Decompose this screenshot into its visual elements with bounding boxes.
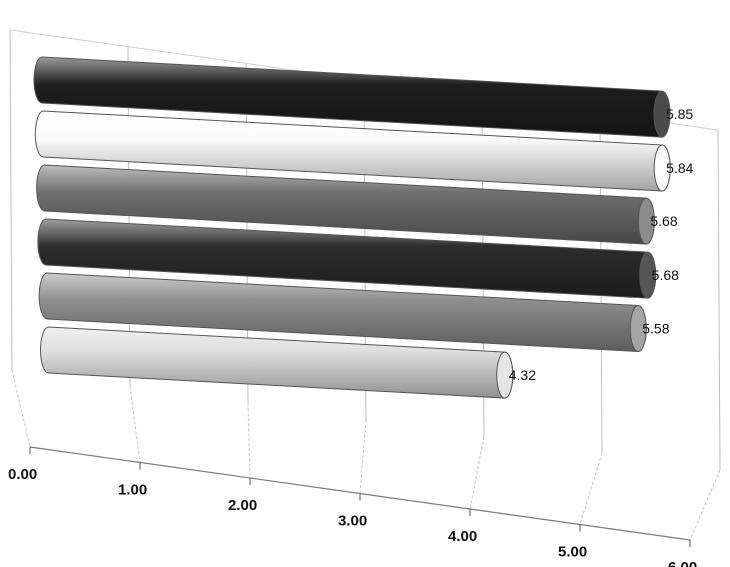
bar-end-cap (637, 197, 655, 245)
floor-gridline (11, 369, 31, 448)
tick-label: 0.00 (8, 466, 37, 483)
floor-gridline (579, 453, 603, 525)
data-label: 5.68 (652, 267, 679, 283)
gridline-vertical (9, 29, 13, 371)
floor-gridline (359, 419, 367, 494)
data-label: 4.32 (509, 367, 536, 383)
floor-gridline (129, 386, 141, 463)
floor-gridline (689, 469, 721, 541)
bar-end-cap (653, 90, 671, 138)
tick-label: 3.00 (338, 513, 367, 530)
data-label: 5.68 (650, 213, 677, 229)
gridline-vertical (717, 129, 721, 471)
bar-end-cap (496, 351, 514, 399)
tick-label: 2.00 (228, 497, 257, 514)
tick-label: 6.00 (668, 559, 697, 567)
tick-label: 1.00 (118, 482, 147, 499)
data-label: 5.85 (666, 106, 693, 122)
floor-gridline (247, 403, 251, 479)
data-label: 5.58 (642, 321, 669, 337)
floor-gridline (469, 436, 485, 510)
data-label: 5.84 (666, 160, 693, 176)
bar-end-cap (653, 144, 671, 192)
bar-end-cap (629, 305, 647, 353)
tick-label: 5.00 (558, 544, 587, 561)
tick-label: 4.00 (448, 528, 477, 545)
bar-end-cap (639, 251, 657, 299)
